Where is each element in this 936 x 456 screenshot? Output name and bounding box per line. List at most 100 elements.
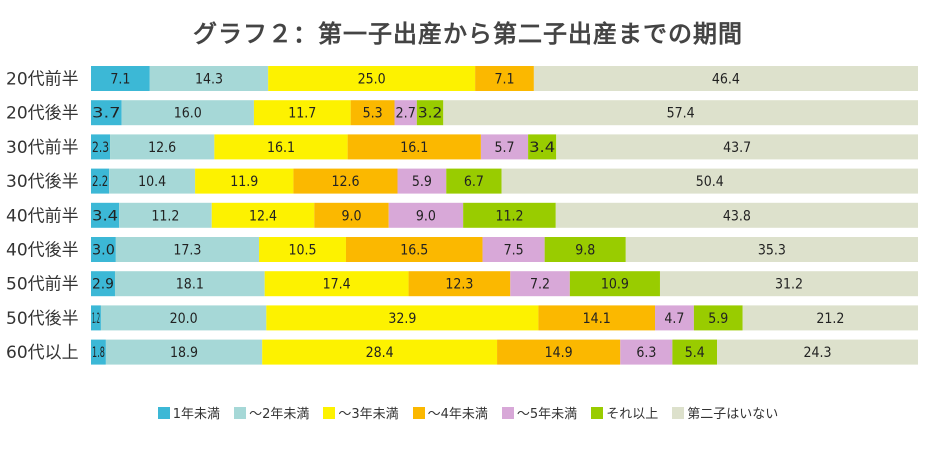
data-label: 11.2 bbox=[495, 208, 523, 224]
bar-segment bbox=[497, 339, 621, 365]
bar-segment bbox=[121, 100, 254, 126]
data-label: 17.3 bbox=[173, 243, 201, 259]
data-label: 18.1 bbox=[176, 277, 204, 293]
bar-segment bbox=[463, 202, 556, 228]
data-label: 2.7 bbox=[396, 106, 416, 122]
legend-label: 〜5年未満 bbox=[516, 407, 578, 422]
data-label: 6.7 bbox=[464, 174, 484, 190]
data-label: 10.5 bbox=[288, 243, 316, 259]
legend: 1年未満 〜2年未満 〜3年未満 〜4年未満 〜5年未満 それ以上 第二子はいない bbox=[0, 403, 936, 422]
data-label: 21.2 bbox=[816, 311, 844, 327]
data-label: 18.9 bbox=[170, 345, 198, 361]
bar-segment bbox=[91, 66, 150, 91]
bar-segment bbox=[91, 305, 101, 331]
bar-segment bbox=[268, 66, 476, 91]
data-label: 28.4 bbox=[366, 345, 394, 361]
data-label: 50.4 bbox=[696, 174, 724, 190]
data-label: 12.3 bbox=[445, 277, 473, 293]
bar-segment bbox=[717, 339, 918, 365]
bar-segment bbox=[253, 100, 351, 126]
bar-segment bbox=[345, 237, 483, 262]
data-label: 11.9 bbox=[230, 174, 258, 190]
legend-item: 〜2年未満 bbox=[234, 403, 309, 422]
data-label: 3.0 bbox=[92, 243, 115, 259]
data-label: 20.0 bbox=[170, 311, 198, 327]
bar-segment bbox=[693, 305, 743, 331]
data-label: 4.7 bbox=[664, 311, 684, 327]
chart-title: グラフ２：第一子出産から第二子出産までの期間 bbox=[193, 20, 743, 48]
legend-label: 〜3年未満 bbox=[338, 407, 399, 422]
bar-segment bbox=[742, 305, 918, 331]
bar-segment bbox=[528, 134, 557, 160]
bar-segment bbox=[109, 168, 196, 194]
bar-segment bbox=[105, 339, 263, 365]
bar-segment bbox=[195, 168, 294, 194]
legend-label: 1年未満 bbox=[172, 407, 221, 422]
bar-segment bbox=[538, 305, 656, 331]
legend-item: 第二子はいない bbox=[672, 403, 778, 422]
legend-swatch bbox=[591, 406, 604, 419]
row-label: 50代後半 bbox=[6, 309, 79, 329]
data-label: 9.8 bbox=[575, 243, 595, 259]
data-label: 25.0 bbox=[358, 72, 386, 88]
bar-segment bbox=[655, 305, 694, 331]
bar-segment bbox=[446, 168, 502, 194]
bar-segment bbox=[533, 66, 918, 91]
row-label: 50代前半 bbox=[6, 275, 79, 295]
data-label: 14.9 bbox=[545, 345, 573, 361]
data-label: 2.9 bbox=[92, 277, 114, 293]
bar-segment bbox=[91, 168, 110, 194]
bar-segment bbox=[620, 339, 673, 365]
legend-swatch bbox=[234, 406, 247, 419]
bar-segment bbox=[314, 202, 389, 228]
bar-segment bbox=[475, 66, 534, 91]
data-label: 11.2 bbox=[151, 208, 179, 224]
data-label: 6.3 bbox=[636, 345, 656, 361]
data-label: 5.3 bbox=[363, 106, 383, 122]
data-label: 7.2 bbox=[530, 277, 550, 293]
legend-swatch bbox=[323, 406, 336, 419]
row-label: 20代後半 bbox=[6, 104, 79, 124]
bar-segment bbox=[347, 134, 481, 160]
bar-segment bbox=[408, 271, 511, 297]
legend-swatch bbox=[672, 406, 685, 419]
legend-item: 〜5年未満 bbox=[501, 403, 578, 422]
data-label: 32.9 bbox=[388, 311, 416, 327]
data-label: 14.1 bbox=[583, 311, 611, 327]
data-label: 2.3 bbox=[92, 140, 109, 156]
bar-segment bbox=[350, 100, 395, 126]
data-label: 24.3 bbox=[803, 345, 831, 361]
data-label: 10.9 bbox=[601, 277, 629, 293]
row-label: 40代後半 bbox=[6, 241, 79, 261]
data-label: 57.4 bbox=[667, 106, 695, 122]
bar-segment bbox=[569, 271, 660, 297]
bar-segment bbox=[259, 237, 346, 262]
bar-segment bbox=[501, 168, 918, 194]
data-label: 5.4 bbox=[685, 345, 705, 361]
bar-segment bbox=[394, 100, 417, 126]
bar-segment bbox=[480, 134, 529, 160]
data-label: 35.3 bbox=[758, 243, 786, 259]
bar-segment bbox=[659, 271, 918, 297]
data-label: 3.2 bbox=[418, 106, 442, 122]
bar-segment bbox=[211, 202, 315, 228]
stacked-bar-chart: 20代前半 7.1 14.3 25.0 7.1 46.4 20代後半 3.7 16.0 11.7 5… bbox=[6, 66, 918, 365]
data-label: 43.7 bbox=[723, 140, 751, 156]
data-label: 9.0 bbox=[341, 208, 361, 224]
data-label: 5.9 bbox=[708, 311, 728, 327]
bar-segment bbox=[91, 202, 120, 228]
legend-label: それ以上 bbox=[606, 407, 659, 422]
bar-segment bbox=[443, 100, 918, 126]
bar-segment bbox=[264, 271, 409, 297]
data-label: 5.7 bbox=[494, 140, 514, 156]
data-label: 1.8 bbox=[92, 345, 105, 361]
data-label: 7.5 bbox=[504, 243, 524, 259]
legend-item: 〜3年未満 bbox=[323, 403, 399, 422]
bar-segment bbox=[115, 237, 260, 262]
bar-segment bbox=[110, 134, 215, 160]
bar-segment bbox=[397, 168, 447, 194]
legend-swatch bbox=[412, 406, 425, 419]
data-label: 1.2 bbox=[92, 311, 100, 327]
data-label: 11.7 bbox=[288, 106, 316, 122]
row-label: 60代以上 bbox=[6, 343, 79, 363]
